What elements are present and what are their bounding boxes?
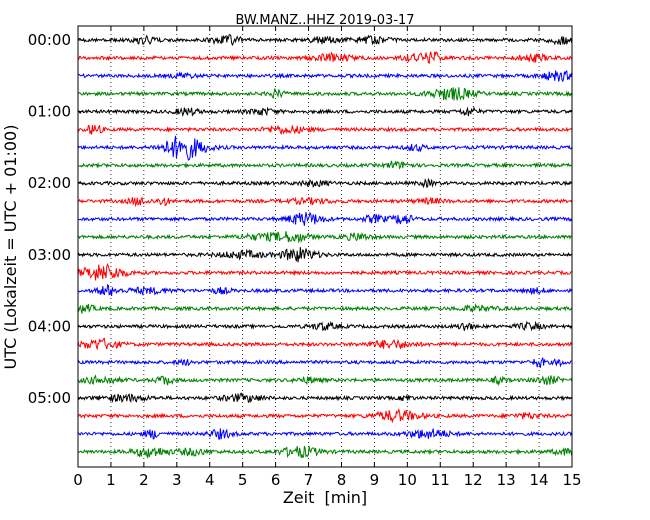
trace-line-6: [77, 124, 572, 136]
trace-line-4: [77, 87, 573, 101]
y-tick-label: 01:00: [28, 103, 71, 121]
x-tick-label: 1: [106, 471, 116, 489]
x-tick-label: 10: [398, 471, 417, 489]
trace-line-3: [77, 70, 573, 83]
x-tick-label: 6: [271, 471, 281, 489]
trace-line-17: [77, 320, 573, 332]
trace-line-1: [77, 34, 573, 47]
y-axis-ticks: 00:00 01:00 02:00 03:00 04:00 05:00: [28, 31, 572, 407]
trace-line-12: [77, 231, 572, 244]
trace-line-8: [77, 160, 572, 170]
x-tick-label: 15: [562, 471, 581, 489]
y-tick-label: 03:00: [28, 246, 71, 264]
trace-line-21: [77, 392, 573, 404]
x-axis-ticks: 0 1 2 3 4 5 6 7 8 9 10 11 12 13 14 15: [73, 26, 582, 489]
x-tick-label: 3: [172, 471, 182, 489]
plot-frame: [77, 25, 573, 468]
chart-title: BW.MANZ..HHZ 2019-03-17: [235, 13, 414, 28]
y-axis-label: UTC (Lokalzeit = UTC + 01:00): [1, 125, 20, 370]
x-tick-label: 9: [370, 471, 380, 489]
trace-line-22: [77, 408, 572, 424]
trace-line-9: [77, 177, 572, 189]
y-tick-label: 04:00: [28, 317, 71, 335]
trace-line-24: [77, 445, 573, 460]
x-tick-label: 4: [205, 471, 215, 489]
trace-line-14: [77, 262, 572, 281]
x-tick-label: 11: [431, 471, 450, 489]
x-tick-label: 0: [73, 471, 83, 489]
x-tick-label: 14: [530, 471, 549, 489]
y-tick-label: 00:00: [28, 31, 71, 49]
x-axis-label: Zeit [min]: [283, 488, 367, 507]
trace-line-16: [77, 303, 573, 314]
trace-line-20: [77, 374, 573, 387]
trace-line-18: [77, 337, 573, 351]
trace-line-7: [77, 135, 573, 161]
x-tick-label: 13: [497, 471, 516, 489]
trace-line-15: [77, 283, 573, 297]
trace-line-19: [77, 357, 572, 368]
trace-line-5: [77, 106, 573, 118]
seismic-traces: [77, 34, 573, 460]
trace-line-10: [77, 196, 573, 208]
trace-line-13: [77, 247, 572, 263]
x-tick-label: 2: [139, 471, 149, 489]
x-tick-label: 5: [238, 471, 248, 489]
y-tick-label: 05:00: [28, 389, 71, 407]
x-tick-label: 7: [304, 471, 314, 489]
x-tick-label: 8: [337, 471, 347, 489]
trace-line-23: [77, 428, 573, 440]
trace-line-2: [77, 51, 573, 65]
y-tick-label: 02:00: [28, 174, 71, 192]
x-tick-label: 12: [464, 471, 483, 489]
grid-lines: [110, 26, 540, 467]
trace-line-11: [77, 211, 573, 226]
